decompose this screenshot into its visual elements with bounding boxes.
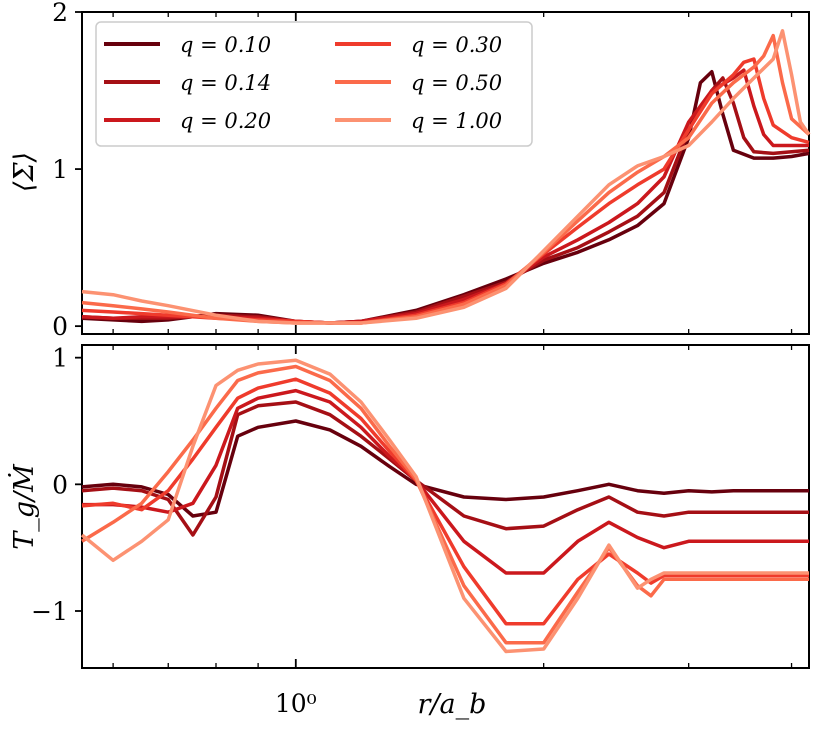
sigma-panel-frame	[81, 11, 810, 335]
sigma-y-axis-ticks: 0 1 2	[52, 0, 82, 341]
sigma-panel: 0 1 2 ⟨Σ⟩ q = 0.10 q = 0.14 q = 0.20 q = 0.30…	[9, 0, 811, 341]
sigma-y-tick-label-0: 0	[52, 312, 68, 341]
legend-label-5: q = 1.00	[411, 109, 502, 133]
legend-label-2: q = 0.20	[180, 109, 271, 133]
sigma-series-line-5	[81, 29, 811, 325]
sigma-series-group	[81, 29, 811, 325]
torque-y-tick-label-2: 1	[52, 344, 68, 373]
torque-y-axis-label: T_g/Ṁ	[7, 463, 40, 550]
torque-y-axis-ticks: −1 0 1	[31, 344, 82, 626]
sigma-series-line-4	[81, 33, 811, 325]
torque-series-group	[80, 358, 809, 654]
sigma-y-tick-label-2: 2	[52, 0, 68, 27]
x-axis-label: r/a_b	[418, 689, 487, 720]
torque-series-line-3	[81, 377, 809, 626]
torque-series-line-0	[81, 419, 809, 518]
legend: q = 0.10 q = 0.14 q = 0.20 q = 0.30 q = 0.50…	[95, 21, 533, 147]
legend-label-0: q = 0.10	[180, 33, 271, 57]
sigma-y-axis-label: ⟨Σ⟩	[9, 152, 40, 192]
torque-x-axis-ticks: 10⁰	[112, 345, 793, 718]
torque-series-line-2	[82, 388, 809, 575]
torque-y-tick-label-1: 0	[52, 470, 68, 499]
torque-series-line-1	[81, 400, 809, 537]
legend-label-4: q = 0.50	[411, 71, 502, 95]
torque-series-line-5	[80, 358, 809, 654]
torque-panel-frame	[81, 344, 810, 669]
sigma-x-axis-ticks	[112, 12, 793, 334]
x-tick-label-0: 10⁰	[275, 689, 317, 718]
legend-label-1: q = 0.14	[180, 71, 271, 95]
legend-label-3: q = 0.30	[411, 33, 502, 57]
legend-frame	[95, 21, 533, 147]
legend-entries: q = 0.10 q = 0.14 q = 0.20 q = 0.30 q = 0.50…	[104, 33, 502, 133]
torque-y-tick-label-0: −1	[31, 597, 68, 626]
torque-panel: −1 0 1 10⁰ T_g/Ṁ r/a_b	[7, 344, 810, 720]
sigma-y-tick-label-1: 1	[52, 155, 68, 184]
